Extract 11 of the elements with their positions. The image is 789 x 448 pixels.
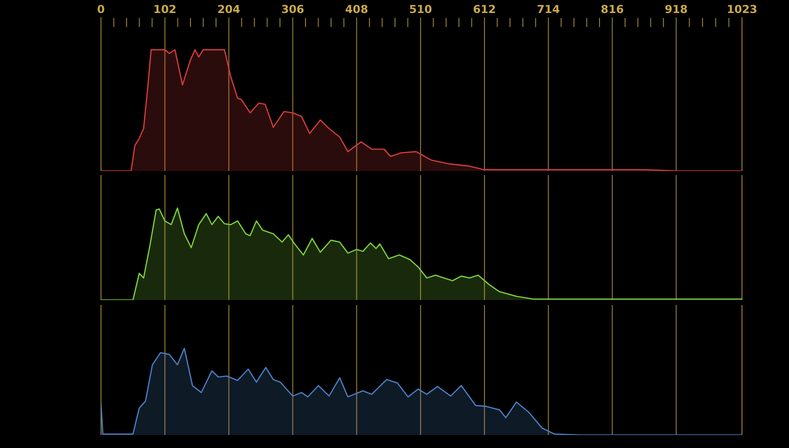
x-tick-label: 0 (97, 3, 106, 16)
x-tick-label: 408 (345, 3, 368, 16)
x-tick-label: 510 (409, 3, 432, 16)
x-tick-label: 714 (536, 3, 560, 16)
x-tick-label: 306 (281, 3, 305, 16)
x-tick-label: 204 (217, 3, 241, 16)
x-tick-label: 918 (664, 3, 688, 16)
x-tick-label: 612 (472, 3, 496, 16)
x-tick-label: 1023 (726, 3, 758, 16)
x-tick-label: 102 (153, 3, 176, 16)
x-tick-label: 816 (600, 3, 624, 16)
